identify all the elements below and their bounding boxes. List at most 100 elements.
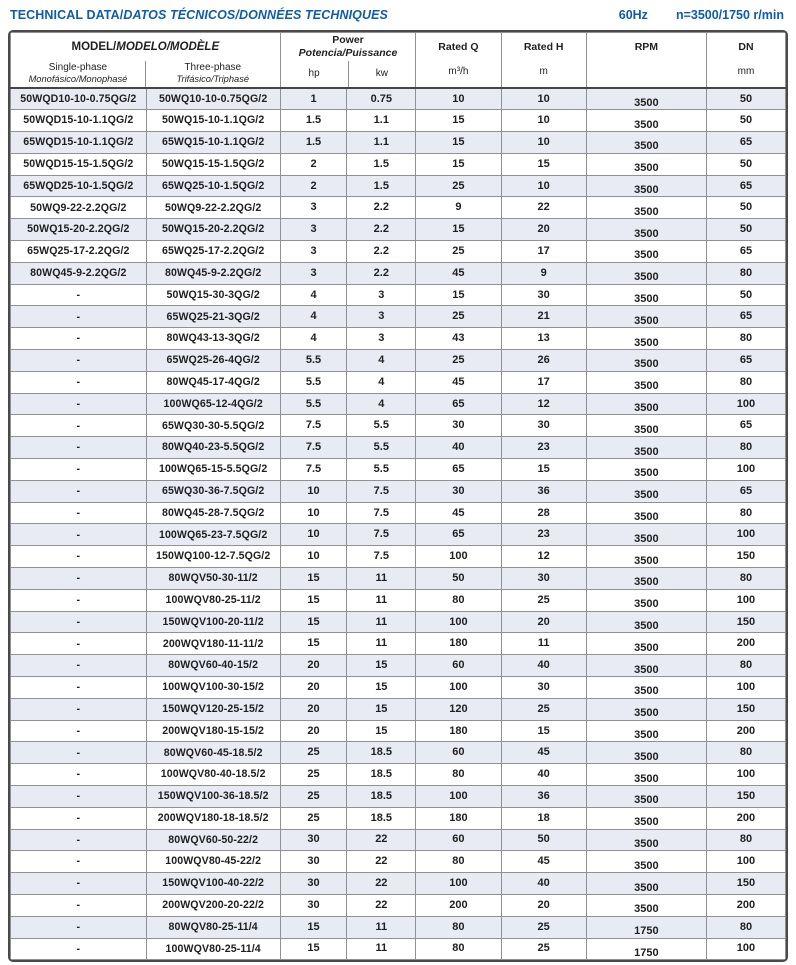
table-row: -80WQV60-40-15/2 20 15 60 40 3500 80 [10, 654, 786, 678]
hp-label: hp [308, 68, 320, 79]
cell-rated-q: 200 [415, 893, 502, 917]
cell-three-phase-model: 65WQ25-21-3QG/2 [145, 305, 281, 329]
cell-rpm: 3500 [585, 87, 707, 111]
cell-hp: 1 [279, 87, 348, 111]
cell-rated-q: 65 [415, 392, 502, 416]
cell-hp: 3 [279, 218, 348, 242]
cell-rated-h: 11 [500, 632, 587, 656]
cell-kw: 3 [346, 283, 417, 307]
cell-three-phase-model: 80WQ40-23-5.5QG/2 [145, 436, 281, 460]
dn-unit: mm [737, 66, 755, 77]
cell-single-phase-model: - [10, 392, 147, 416]
table-row: -100WQV80-40-18.5/2 25 18.5 80 40 3500 100 [10, 763, 786, 786]
cell-kw: 1.1 [346, 131, 417, 154]
table-row: -80WQV80-25-11/4 15 11 80 25 1750 80 [10, 915, 786, 939]
cell-rpm: 3500 [585, 152, 707, 176]
cell-rpm: 1750 [585, 937, 707, 961]
cell-three-phase-model: 200WQV200-20-22/2 [145, 893, 281, 917]
frequency-label: 60Hz [618, 8, 648, 22]
cell-hp: 20 [279, 654, 348, 678]
cell-dn: 65 [705, 349, 786, 372]
cell-rated-h: 10 [500, 109, 587, 133]
dn-label: DN [738, 41, 754, 53]
cell-dn: 80 [705, 261, 786, 285]
cell-three-phase-model: 65WQ25-26-4QG/2 [145, 349, 281, 372]
table-header: MODEL/MODELO/MODÈLE Single-phase Monofás… [10, 32, 786, 89]
cell-single-phase-model: - [10, 349, 147, 372]
cell-three-phase-model: 200WQV180-18-18.5/2 [145, 806, 281, 830]
table-row: -65WQ30-36-7.5QG/2 10 7.5 30 36 3500 65 [10, 479, 786, 503]
rpm-label: RPM [634, 41, 659, 53]
cell-hp: 5.5 [279, 392, 348, 416]
cell-kw: 4 [346, 370, 417, 394]
cell-rated-h: 30 [500, 567, 587, 590]
cell-rated-q: 15 [415, 152, 502, 176]
cell-single-phase-model: - [10, 654, 147, 678]
table-row: -150WQ100-12-7.5QG/2 10 7.5 100 12 3500 150 [10, 545, 786, 569]
cell-rated-q: 80 [415, 850, 502, 874]
kw-label: kw [375, 68, 389, 79]
table-body: 50WQD10-10-0.75QG/2 50WQ10-10-0.75QG/2 1 0.… [10, 87, 786, 961]
cell-rated-q: 15 [415, 109, 502, 133]
cell-rated-h: 9 [500, 261, 587, 285]
title-main: TECHNICAL DATA/ [10, 8, 124, 22]
single-phase-label: Single-phase [48, 62, 108, 74]
cell-three-phase-model: 100WQV80-25-11/4 [145, 937, 281, 961]
cell-rpm: 3500 [585, 283, 707, 307]
table-row: 50WQ15-20-2.2QG/2 50WQ15-20-2.2QG/2 3 2.2 15… [10, 218, 786, 242]
hp-header: hp [281, 61, 348, 87]
cell-three-phase-model: 65WQ30-36-7.5QG/2 [145, 479, 281, 503]
table-row: -200WQV180-18-18.5/2 25 18.5 180 18 3500 200 [10, 806, 786, 830]
cell-dn: 100 [705, 458, 786, 481]
cell-kw: 18.5 [346, 806, 417, 830]
table-row: -50WQ15-30-3QG/2 4 3 15 30 3500 50 [10, 283, 786, 307]
cell-rated-q: 43 [415, 327, 502, 351]
table-row: -80WQ40-23-5.5QG/2 7.5 5.5 40 23 3500 80 [10, 436, 786, 460]
cell-hp: 15 [279, 588, 348, 612]
cell-kw: 15 [346, 676, 417, 699]
cell-hp: 2 [279, 152, 348, 176]
cell-rated-q: 80 [415, 588, 502, 612]
three-phase-sublabel: Trifásico/Triphasé [176, 74, 250, 85]
cell-rpm: 3500 [585, 545, 707, 569]
table-row: -200WQV180-15-15/2 20 15 180 15 3500 200 [10, 719, 786, 743]
cell-rpm: 3500 [585, 741, 707, 765]
table-row: -200WQV180-11-11/2 15 11 180 11 3500 200 [10, 632, 786, 656]
cell-three-phase-model: 80WQV60-45-18.5/2 [145, 741, 281, 765]
cell-rated-q: 180 [415, 806, 502, 830]
cell-rated-q: 65 [415, 458, 502, 481]
cell-rated-q: 25 [415, 240, 502, 263]
cell-single-phase-model: - [10, 828, 147, 852]
cell-rated-h: 30 [500, 676, 587, 699]
cell-three-phase-model: 100WQ65-12-4QG/2 [145, 392, 281, 416]
cell-three-phase-model: 80WQ43-13-3QG/2 [145, 327, 281, 351]
cell-rpm: 3500 [585, 850, 707, 874]
cell-rated-q: 45 [415, 370, 502, 394]
cell-rated-h: 40 [500, 654, 587, 678]
cell-rated-h: 20 [500, 893, 587, 917]
table-row: -100WQV80-25-11/2 15 11 80 25 3500 100 [10, 588, 786, 612]
power-label: Power [332, 34, 364, 47]
cell-hp: 25 [279, 806, 348, 830]
cell-rated-q: 50 [415, 567, 502, 590]
cell-rated-q: 40 [415, 436, 502, 460]
cell-dn: 100 [705, 523, 786, 547]
cell-rated-h: 20 [500, 218, 587, 242]
table-row: -80WQV50-30-11/2 15 11 50 30 3500 80 [10, 567, 786, 590]
cell-kw: 22 [346, 850, 417, 874]
cell-rated-h: 23 [500, 436, 587, 460]
cell-single-phase-model: 50WQ15-20-2.2QG/2 [10, 218, 147, 242]
cell-rpm: 3500 [585, 501, 707, 525]
cell-three-phase-model: 100WQV80-45-22/2 [145, 850, 281, 874]
cell-hp: 3 [279, 240, 348, 263]
cell-rpm: 3500 [585, 806, 707, 830]
cell-rated-h: 22 [500, 196, 587, 220]
cell-kw: 5.5 [346, 414, 417, 438]
cell-single-phase-model: - [10, 872, 147, 895]
cell-rated-h: 26 [500, 349, 587, 372]
cell-three-phase-model: 150WQV120-25-15/2 [145, 697, 281, 721]
cell-rated-q: 80 [415, 763, 502, 786]
cell-rpm: 3500 [585, 676, 707, 699]
cell-rated-q: 25 [415, 349, 502, 372]
cell-rated-h: 15 [500, 152, 587, 176]
